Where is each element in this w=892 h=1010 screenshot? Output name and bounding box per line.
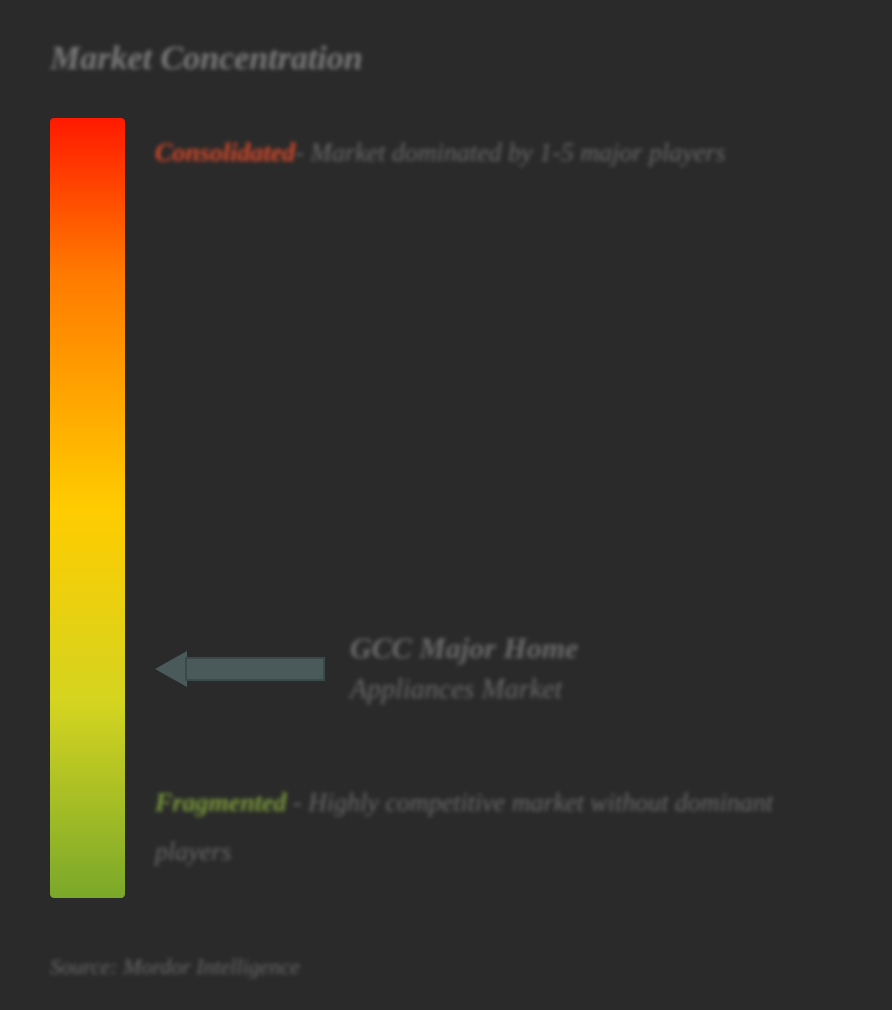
market-name-line1: GCC Major Home: [350, 628, 578, 670]
fragmented-keyword: Fragmented: [155, 788, 286, 817]
fragmented-label: Fragmented - Highly competitive market w…: [155, 778, 822, 877]
market-name-line2: Appliances Market: [350, 670, 578, 709]
source-attribution: Source: Mordor Intelligence: [50, 954, 300, 980]
concentration-gradient-bar: [50, 118, 125, 898]
infographic-container: Market Concentration Consolidated- Marke…: [0, 0, 892, 1010]
labels-area: Consolidated- Market dominated by 1-5 ma…: [155, 118, 842, 898]
pointer-arrow-icon: [155, 651, 325, 687]
consolidated-label: Consolidated- Market dominated by 1-5 ma…: [155, 128, 822, 177]
consolidated-description: - Market dominated by 1-5 major players: [295, 138, 725, 167]
market-pointer: GCC Major Home Appliances Market: [155, 628, 578, 709]
market-name-label: GCC Major Home Appliances Market: [350, 628, 578, 709]
consolidated-keyword: Consolidated: [155, 138, 295, 167]
content-area: Consolidated- Market dominated by 1-5 ma…: [50, 118, 842, 898]
chart-title: Market Concentration: [50, 40, 842, 78]
